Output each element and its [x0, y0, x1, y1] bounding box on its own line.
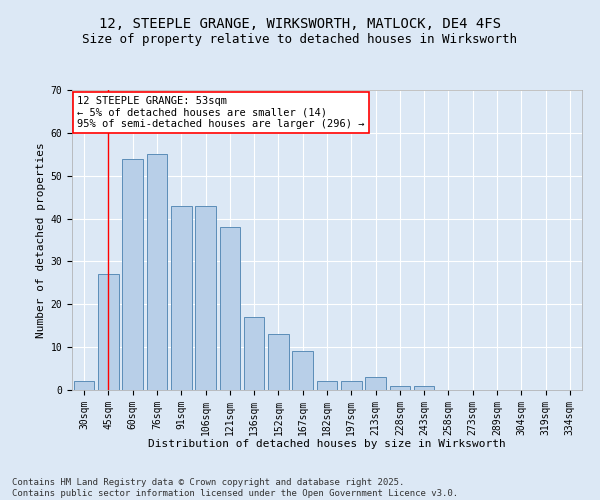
Bar: [195, 206, 216, 390]
Bar: [292, 352, 313, 390]
Bar: [317, 382, 337, 390]
Bar: [341, 382, 362, 390]
Bar: [146, 154, 167, 390]
Text: 12 STEEPLE GRANGE: 53sqm
← 5% of detached houses are smaller (14)
95% of semi-de: 12 STEEPLE GRANGE: 53sqm ← 5% of detache…: [77, 96, 365, 129]
Text: 12, STEEPLE GRANGE, WIRKSWORTH, MATLOCK, DE4 4FS: 12, STEEPLE GRANGE, WIRKSWORTH, MATLOCK,…: [99, 18, 501, 32]
Bar: [171, 206, 191, 390]
Bar: [220, 227, 240, 390]
Text: Contains HM Land Registry data © Crown copyright and database right 2025.
Contai: Contains HM Land Registry data © Crown c…: [12, 478, 458, 498]
Y-axis label: Number of detached properties: Number of detached properties: [37, 142, 46, 338]
Bar: [365, 377, 386, 390]
Bar: [268, 334, 289, 390]
Bar: [244, 317, 265, 390]
Bar: [414, 386, 434, 390]
X-axis label: Distribution of detached houses by size in Wirksworth: Distribution of detached houses by size …: [148, 439, 506, 449]
Bar: [98, 274, 119, 390]
Text: Size of property relative to detached houses in Wirksworth: Size of property relative to detached ho…: [83, 32, 517, 46]
Bar: [122, 158, 143, 390]
Bar: [74, 382, 94, 390]
Bar: [389, 386, 410, 390]
